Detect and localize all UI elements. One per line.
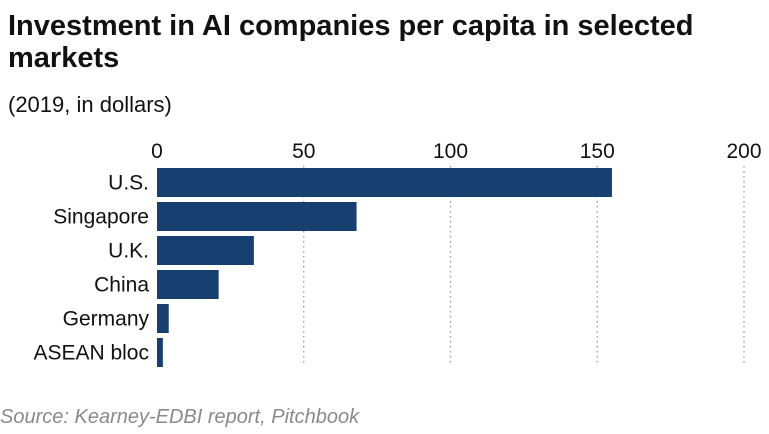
gridlines (303, 166, 745, 366)
x-axis-ticks: 0 50 100 150 200 (151, 140, 761, 163)
chart-title: Investment in AI companies per capita in… (8, 10, 694, 74)
source-note: Source: Kearney-EDBI report, Pitchbook (0, 406, 360, 428)
x-tick-label: 100 (433, 140, 468, 163)
bar (157, 270, 219, 299)
bar (157, 338, 163, 367)
category-labels: U.S. Singapore U.K. China Germany ASEAN bloc (33, 172, 149, 365)
bar (157, 202, 357, 231)
category-label: China (94, 274, 149, 297)
category-label: U.S. (108, 172, 149, 195)
bars (157, 168, 612, 367)
x-tick-label: 0 (151, 140, 163, 163)
x-tick-label: 150 (580, 140, 615, 163)
category-label: Singapore (53, 206, 149, 229)
category-label: Germany (63, 308, 150, 331)
category-label: U.K. (108, 240, 149, 263)
bar (157, 304, 169, 333)
bar (157, 236, 254, 265)
category-label: ASEAN bloc (33, 342, 149, 365)
bar (157, 168, 612, 197)
chart-subtitle: (2019, in dollars) (8, 92, 172, 117)
x-tick-label: 200 (726, 140, 761, 163)
x-tick-label: 50 (292, 140, 315, 163)
